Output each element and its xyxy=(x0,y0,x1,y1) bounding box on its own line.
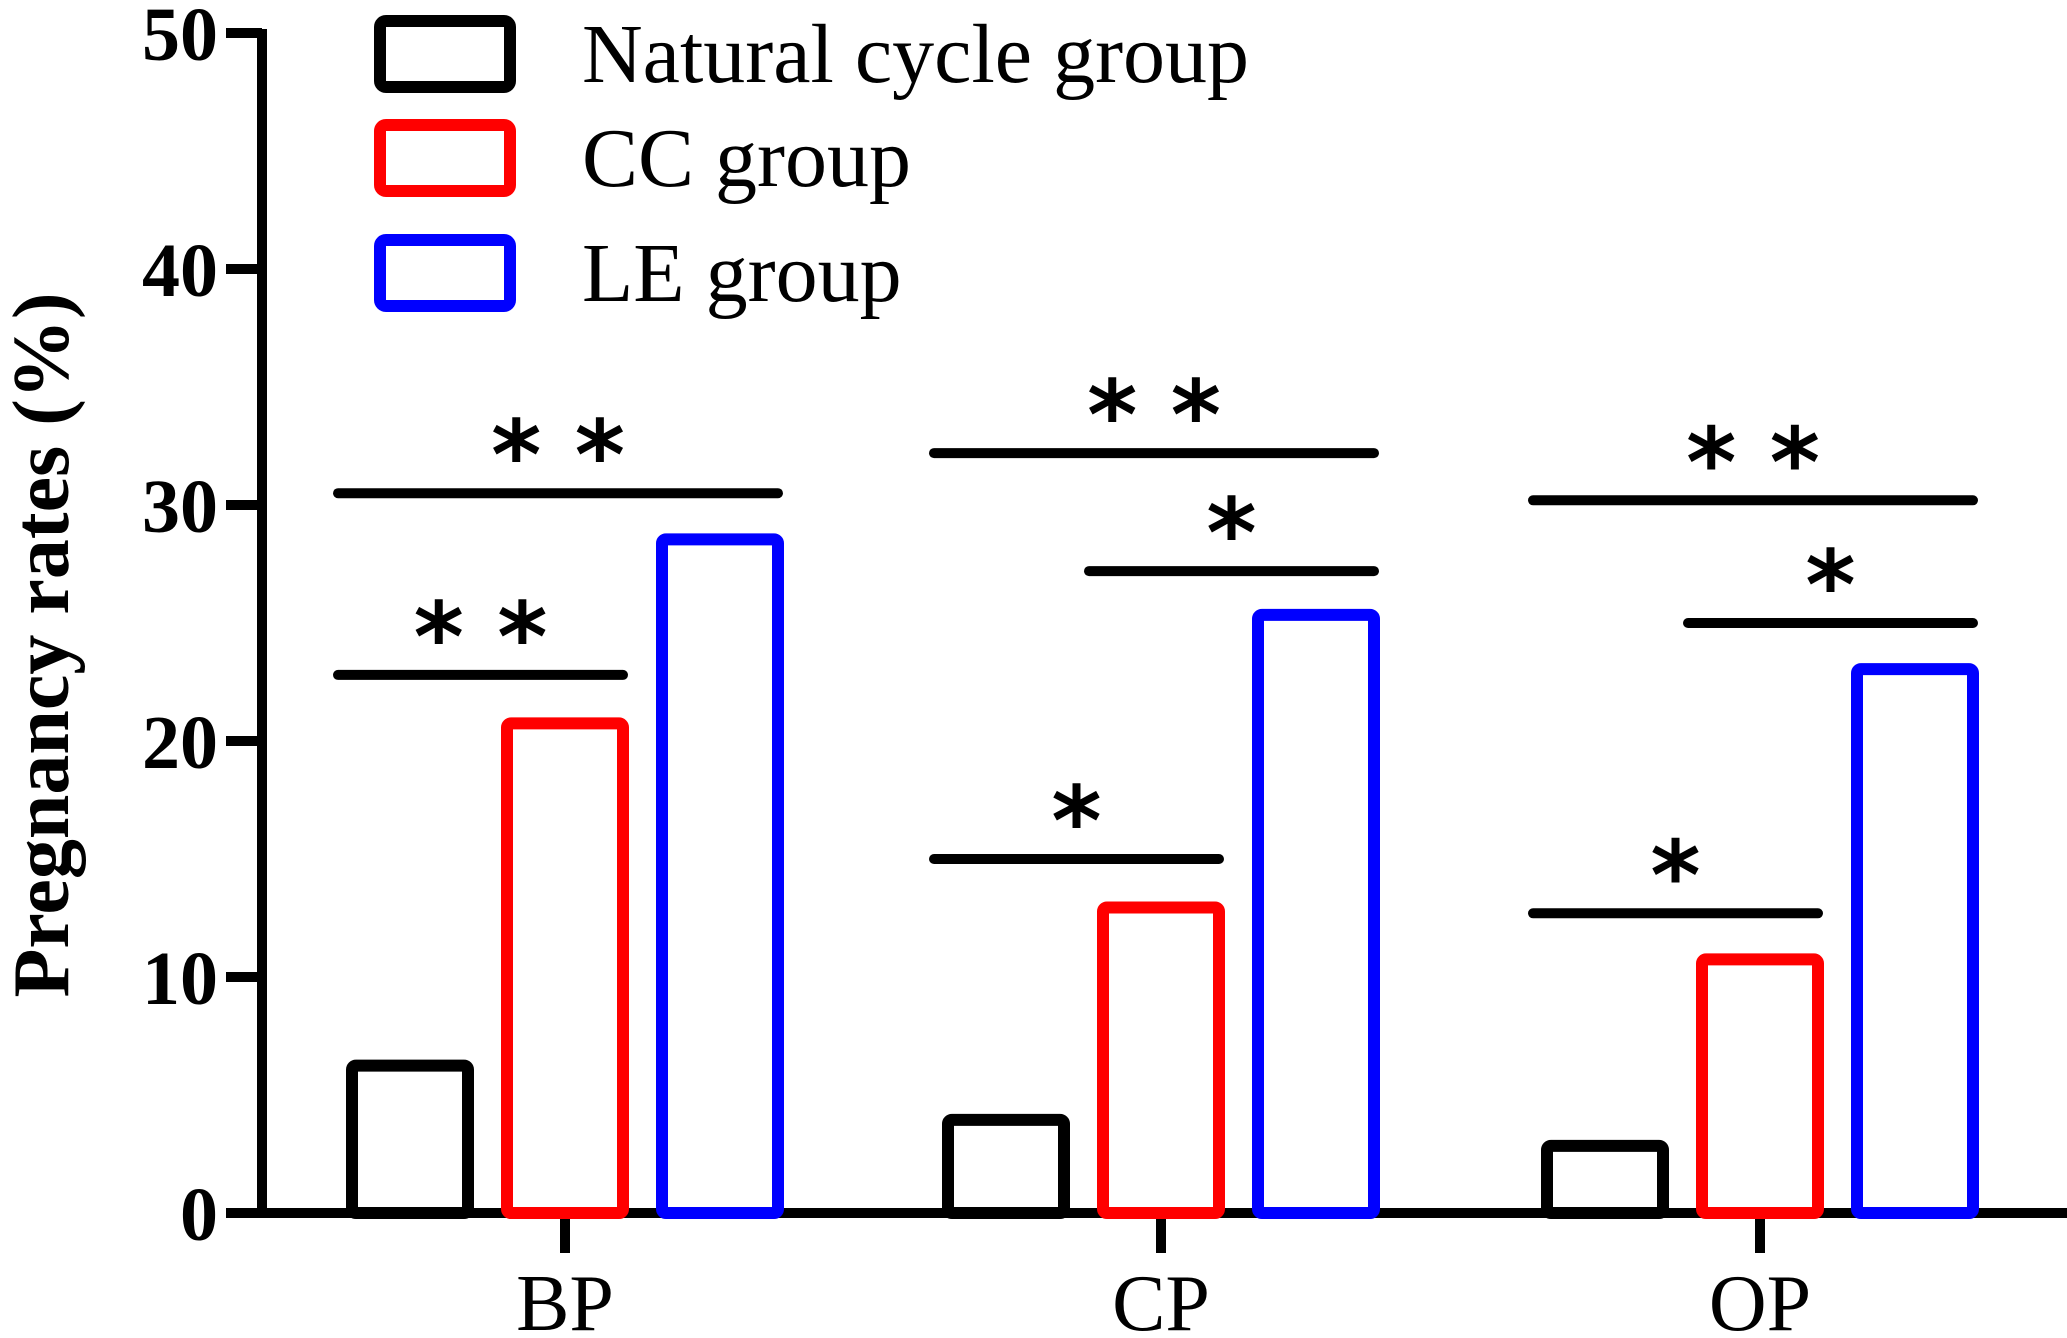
bar-cp-series-1 xyxy=(1097,901,1225,1219)
bar-cp-series-0 xyxy=(942,1113,1070,1220)
legend-swatch-series-2 xyxy=(374,234,516,312)
bar-op-series-2 xyxy=(1851,663,1979,1219)
bar-op-series-0 xyxy=(1541,1139,1669,1219)
legend-swatch-series-1 xyxy=(374,119,516,197)
x-tick-label-cp: CP xyxy=(1112,1260,1210,1338)
legend-swatch-series-0 xyxy=(374,15,516,93)
bar-cp-series-2 xyxy=(1252,608,1380,1219)
y-axis-label: Pregnancy rates (%) xyxy=(0,293,86,998)
y-tick-label: 30 xyxy=(142,465,218,549)
significance-label: * xyxy=(1650,820,1700,932)
significance-label: * * xyxy=(491,400,625,512)
bars xyxy=(346,533,1979,1220)
significance-label: * * xyxy=(1686,407,1820,519)
legend-label-series-1: CC group xyxy=(582,112,911,205)
significance-label: * * xyxy=(414,582,548,694)
bar-bp-series-1 xyxy=(501,717,629,1220)
y-tick-label: 50 xyxy=(142,0,218,77)
x-tick-label-bp: BP xyxy=(516,1260,614,1338)
significance-label: * xyxy=(1206,478,1256,590)
y-tick-label: 40 xyxy=(142,229,218,313)
bar-bp-series-0 xyxy=(346,1059,474,1219)
bar-bp-series-2 xyxy=(656,533,784,1219)
significance-label: * * xyxy=(1087,360,1221,472)
y-tick-label: 20 xyxy=(142,701,218,785)
significance-label: * xyxy=(1805,530,1855,642)
bar-op-series-1 xyxy=(1696,953,1824,1220)
y-tick-label: 10 xyxy=(142,937,218,1021)
legend-label-series-0: Natural cycle group xyxy=(582,8,1249,101)
significance-brackets: * ** ** **** *** xyxy=(333,360,1978,932)
significance-label: * xyxy=(1051,766,1101,878)
y-tick-label: 0 xyxy=(180,1173,218,1257)
legend: Natural cycle group CC group LE group xyxy=(374,8,1249,320)
legend-label-series-2: LE group xyxy=(582,227,902,320)
x-tick-label-op: OP xyxy=(1709,1260,1811,1338)
